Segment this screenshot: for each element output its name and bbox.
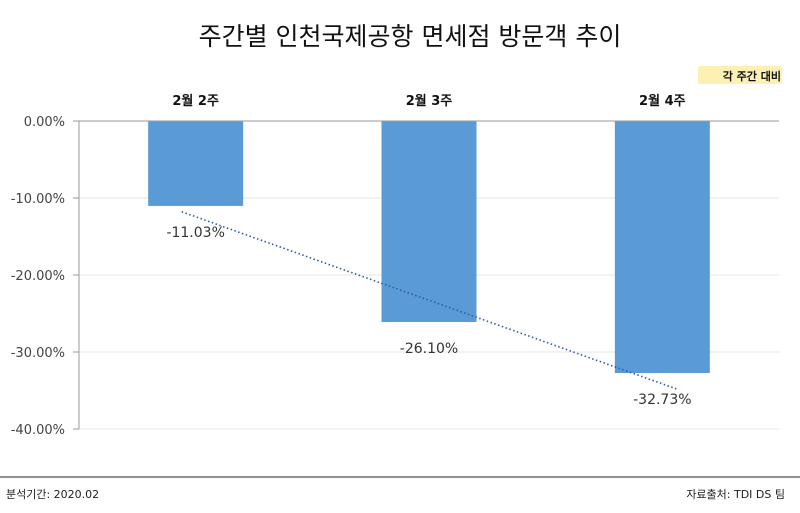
category-label: 2월 4주 [639, 93, 686, 109]
data-label: -26.10% [400, 341, 458, 357]
y-tick-label: -30.00% [11, 346, 65, 361]
bar [381, 121, 477, 322]
bars [148, 121, 710, 374]
y-tick-label: -10.00% [11, 192, 65, 207]
bar [148, 121, 244, 206]
chart-note: 각 주간 대비 [723, 69, 781, 83]
y-tick-label: -40.00% [11, 423, 65, 438]
data-label: -11.03% [166, 225, 224, 241]
footer-source: 자료출처: TDI DS 팀 [686, 488, 785, 501]
note-highlight [698, 66, 782, 84]
y-tick-label: 0.00% [24, 115, 65, 130]
labels: 0.00% -10.00% -20.00% -30.00% -40.00% 2월 2주 -1… [11, 93, 692, 438]
category-label: 2월 3주 [406, 93, 453, 109]
chart-title: 주간별 인천국제공항 면세점 방문객 추이 [199, 22, 622, 51]
footer-period: 분석기간: 2020.02 [6, 488, 99, 501]
bar [614, 121, 710, 374]
axes [73, 120, 779, 430]
category-label: 2월 2주 [172, 93, 219, 109]
data-label: -32.73% [633, 392, 691, 408]
y-tick-label: -20.00% [11, 269, 65, 284]
